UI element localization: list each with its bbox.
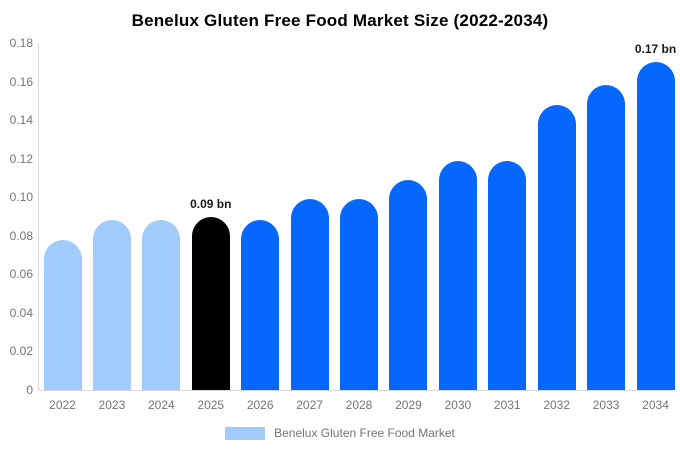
y-tick-label: 0.12 [9,151,33,166]
x-tick-label-2024: 2024 [147,398,175,412]
y-tick-label: 0.02 [9,344,33,359]
bar-2022[interactable] [43,239,82,390]
x-tick-label-2032: 2032 [543,398,571,412]
bar-2034[interactable] [636,62,675,390]
bar-2026[interactable] [241,220,280,390]
legend-label: Benelux Gluten Free Food Market [274,426,455,440]
legend-swatch [225,426,266,440]
x-tick-label-2033: 2033 [592,398,620,412]
x-tick-label-2025: 2025 [197,398,225,412]
legend[interactable]: Benelux Gluten Free Food Market [0,426,680,440]
bar-2027[interactable] [290,199,329,390]
bar-2033[interactable] [587,85,626,390]
bar-value-label-2034: 0.17 bn [634,42,677,57]
y-tick-label: 0.08 [9,228,33,243]
bar-2023[interactable] [92,220,131,390]
x-tick-label-2022: 2022 [49,398,76,412]
bar-2030[interactable] [438,160,477,390]
bar-2029[interactable] [389,179,428,390]
y-tick-label: 0 [26,383,33,397]
x-tick-label-2023: 2023 [98,398,126,412]
plot-area [38,43,673,391]
y-tick-label: 0.16 [9,74,33,89]
x-tick-label-2029: 2029 [395,398,422,412]
x-tick-label-2031: 2031 [493,398,521,412]
bar-value-label-2025: 0.09 bn [190,196,232,211]
x-tick-label-2028: 2028 [345,398,373,412]
y-tick-label: 0.18 [9,36,33,50]
x-tick-label-2030: 2030 [444,398,472,412]
x-tick-label-2027: 2027 [296,398,323,412]
y-tick-label: 0.14 [9,113,33,128]
y-tick-label: 0.06 [9,267,33,282]
x-tick-label-2034: 2034 [642,398,669,412]
y-tick-label: 0.04 [9,305,33,320]
x-tick-label-2026: 2026 [246,398,274,412]
bar-2031[interactable] [488,160,527,390]
chart-title: Benelux Gluten Free Food Market Size (20… [131,11,549,30]
bar-2032[interactable] [537,104,576,390]
bar-2025[interactable] [191,216,230,390]
bar-2024[interactable] [142,220,181,390]
bar-2028[interactable] [340,199,379,390]
y-tick-label: 0.10 [9,190,33,205]
